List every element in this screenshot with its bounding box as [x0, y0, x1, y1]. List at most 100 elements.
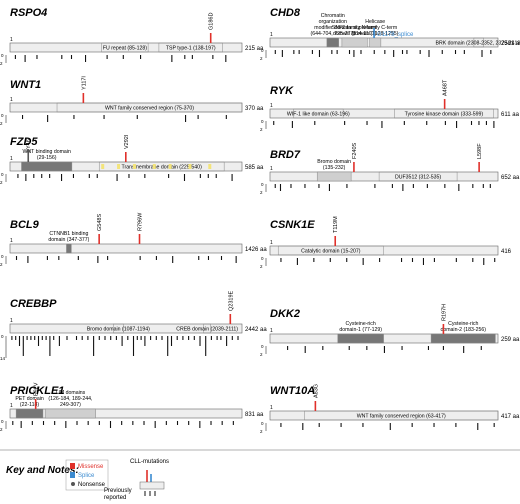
- gene-panel-crebbp: CREBBP 1 2442 aa Bromo domain (1087-1194) CR…: [0, 290, 267, 361]
- axis-max: 14: [0, 356, 6, 361]
- legend-nonsense-swatch: [71, 482, 75, 486]
- mutation-label: F240S: [352, 142, 358, 159]
- start-label: 1: [270, 240, 273, 246]
- start-label: 1: [10, 238, 13, 244]
- gene-name: CSNK1E: [270, 219, 315, 231]
- start-label: 1: [10, 97, 13, 103]
- gene-panel-chd8: CHD8 1 2581 aa Chromatinorganizationmodifie…: [260, 7, 520, 61]
- mutation-label: G186D: [209, 13, 215, 30]
- domain-label: BRK domain (2308-2352, 2379-2419): [436, 41, 520, 47]
- tm-segment: [101, 164, 105, 169]
- gene-panel-ryk: RYK 1 611 aa WIF-1 like domain (63-196) Tyro…: [260, 79, 520, 132]
- protein-length: 2442 aa: [245, 327, 267, 333]
- gene-name: FZD5: [10, 136, 38, 148]
- protein-length: 585 aa: [245, 165, 264, 171]
- gene-panel-dkk2: DKK2 1 259 aa Cysteine-rich domain-1 (77-129…: [260, 304, 520, 357]
- domain-block: [316, 171, 352, 182]
- domain-label: TSP type-1 (138-197): [166, 46, 216, 52]
- domain-label: LIM domains (126-184, 189-244, 249-307): [48, 390, 92, 408]
- gene-panel-wnt1: WNT1 1 370 aa WNT family conserved region (…: [0, 76, 264, 126]
- protein-length: 259 aa: [501, 337, 520, 343]
- axis-max: 2: [0, 61, 3, 66]
- protein-length: 652 aa: [501, 175, 520, 181]
- axis-min: 0: [261, 421, 264, 426]
- protein-length: 370 aa: [245, 106, 264, 112]
- domain-block: [101, 42, 149, 53]
- start-label: 1: [270, 32, 273, 38]
- axis-max: 2: [260, 352, 263, 357]
- gene-name: DKK2: [270, 308, 300, 320]
- domain-block: [293, 108, 344, 119]
- tm-segment: [132, 164, 136, 169]
- axis-max: 2: [260, 127, 263, 132]
- protein-length: 611 aa: [501, 112, 520, 118]
- mutation-label: A83G: [313, 384, 319, 398]
- domain-label: Cysteine-rich domain-2 (183-256): [440, 321, 486, 333]
- tm-segment: [152, 164, 156, 169]
- domain-block: [158, 42, 223, 53]
- protein-bar: [269, 333, 499, 344]
- tm-segment: [168, 164, 172, 169]
- legend-prev-label: Previously reported: [104, 488, 132, 501]
- axis-min: 0: [1, 113, 4, 118]
- mutation-label: R197H: [441, 304, 447, 321]
- domain-label: WNT family conserved region (63-417): [357, 414, 446, 420]
- domain-block: [113, 323, 124, 334]
- gene-name: BCL9: [10, 219, 40, 231]
- domain-label: SNF2 family N-term domain (814-1101): [332, 25, 378, 37]
- axis-min: 0: [1, 334, 4, 339]
- domain-label: Chromatin organization modifier domain (644…: [311, 13, 356, 37]
- mutation-label: A468T: [443, 79, 449, 96]
- domain-block: [304, 410, 499, 421]
- tm-segment: [208, 164, 212, 169]
- start-label: 1: [270, 405, 273, 411]
- gene-name: PRICKLE1: [10, 385, 64, 397]
- protein-length: 416: [501, 249, 512, 255]
- gene-name: RYK: [270, 85, 294, 97]
- domain-block: [430, 333, 496, 344]
- protein-bar: [269, 245, 499, 256]
- start-label: 1: [10, 156, 13, 162]
- axis-min: 0: [261, 119, 264, 124]
- protein-length: 2581 aa: [501, 41, 520, 47]
- domain-block: [337, 333, 384, 344]
- domain-label: Bromo domain (1087-1194): [87, 327, 150, 333]
- domain-block: [203, 323, 211, 334]
- domain-block: [378, 171, 458, 182]
- domain-label: Cysteine-rich domain-1 (77-129): [339, 321, 382, 333]
- axis-min: 0: [1, 172, 4, 177]
- domain-label: Helicase superfamily C-term domain (1128-1…: [352, 19, 399, 37]
- axis-max: 2: [0, 427, 3, 432]
- domain-block: [277, 245, 384, 256]
- start-label: 1: [270, 328, 273, 334]
- axis-max: 2: [0, 121, 3, 126]
- protein-bar: [269, 171, 499, 182]
- axis-max: 2: [260, 429, 263, 434]
- axis-min: 0: [261, 344, 264, 349]
- axis-min: 0: [1, 53, 4, 58]
- nonsense-dot: [26, 149, 31, 153]
- domain-block: [326, 37, 339, 48]
- start-label: 1: [10, 37, 13, 43]
- domain-block: [44, 408, 96, 419]
- domain-label: Transmembrane domain (225-540): [122, 165, 203, 171]
- domain-block: [98, 161, 225, 172]
- axis-max: 2: [0, 262, 3, 267]
- mutation-label: Y117I: [81, 76, 87, 90]
- domain-label: Bromo domain (135-232): [317, 159, 351, 171]
- mutation-label: V292I: [124, 134, 130, 149]
- legend-box: [65, 459, 109, 491]
- protein-bar: [9, 243, 243, 254]
- mutation-label: G548S: [97, 214, 103, 231]
- domain-label: CREB domain (2039-2111): [176, 327, 238, 333]
- start-label: 1: [270, 166, 273, 172]
- domain-label: WNT binding domain (29-156): [23, 149, 71, 161]
- gene-name: WNT10A: [270, 385, 315, 397]
- mutation-label: T119M: [333, 216, 339, 233]
- start-label: 1: [10, 403, 13, 409]
- domain-label: DUF3512 (312-535): [395, 175, 441, 181]
- domain-block: [369, 37, 382, 48]
- gene-panel-csnk1e: CSNK1E 1 416 Catalytic domain (15-207) T119M…: [260, 216, 512, 269]
- start-label: 1: [270, 103, 273, 109]
